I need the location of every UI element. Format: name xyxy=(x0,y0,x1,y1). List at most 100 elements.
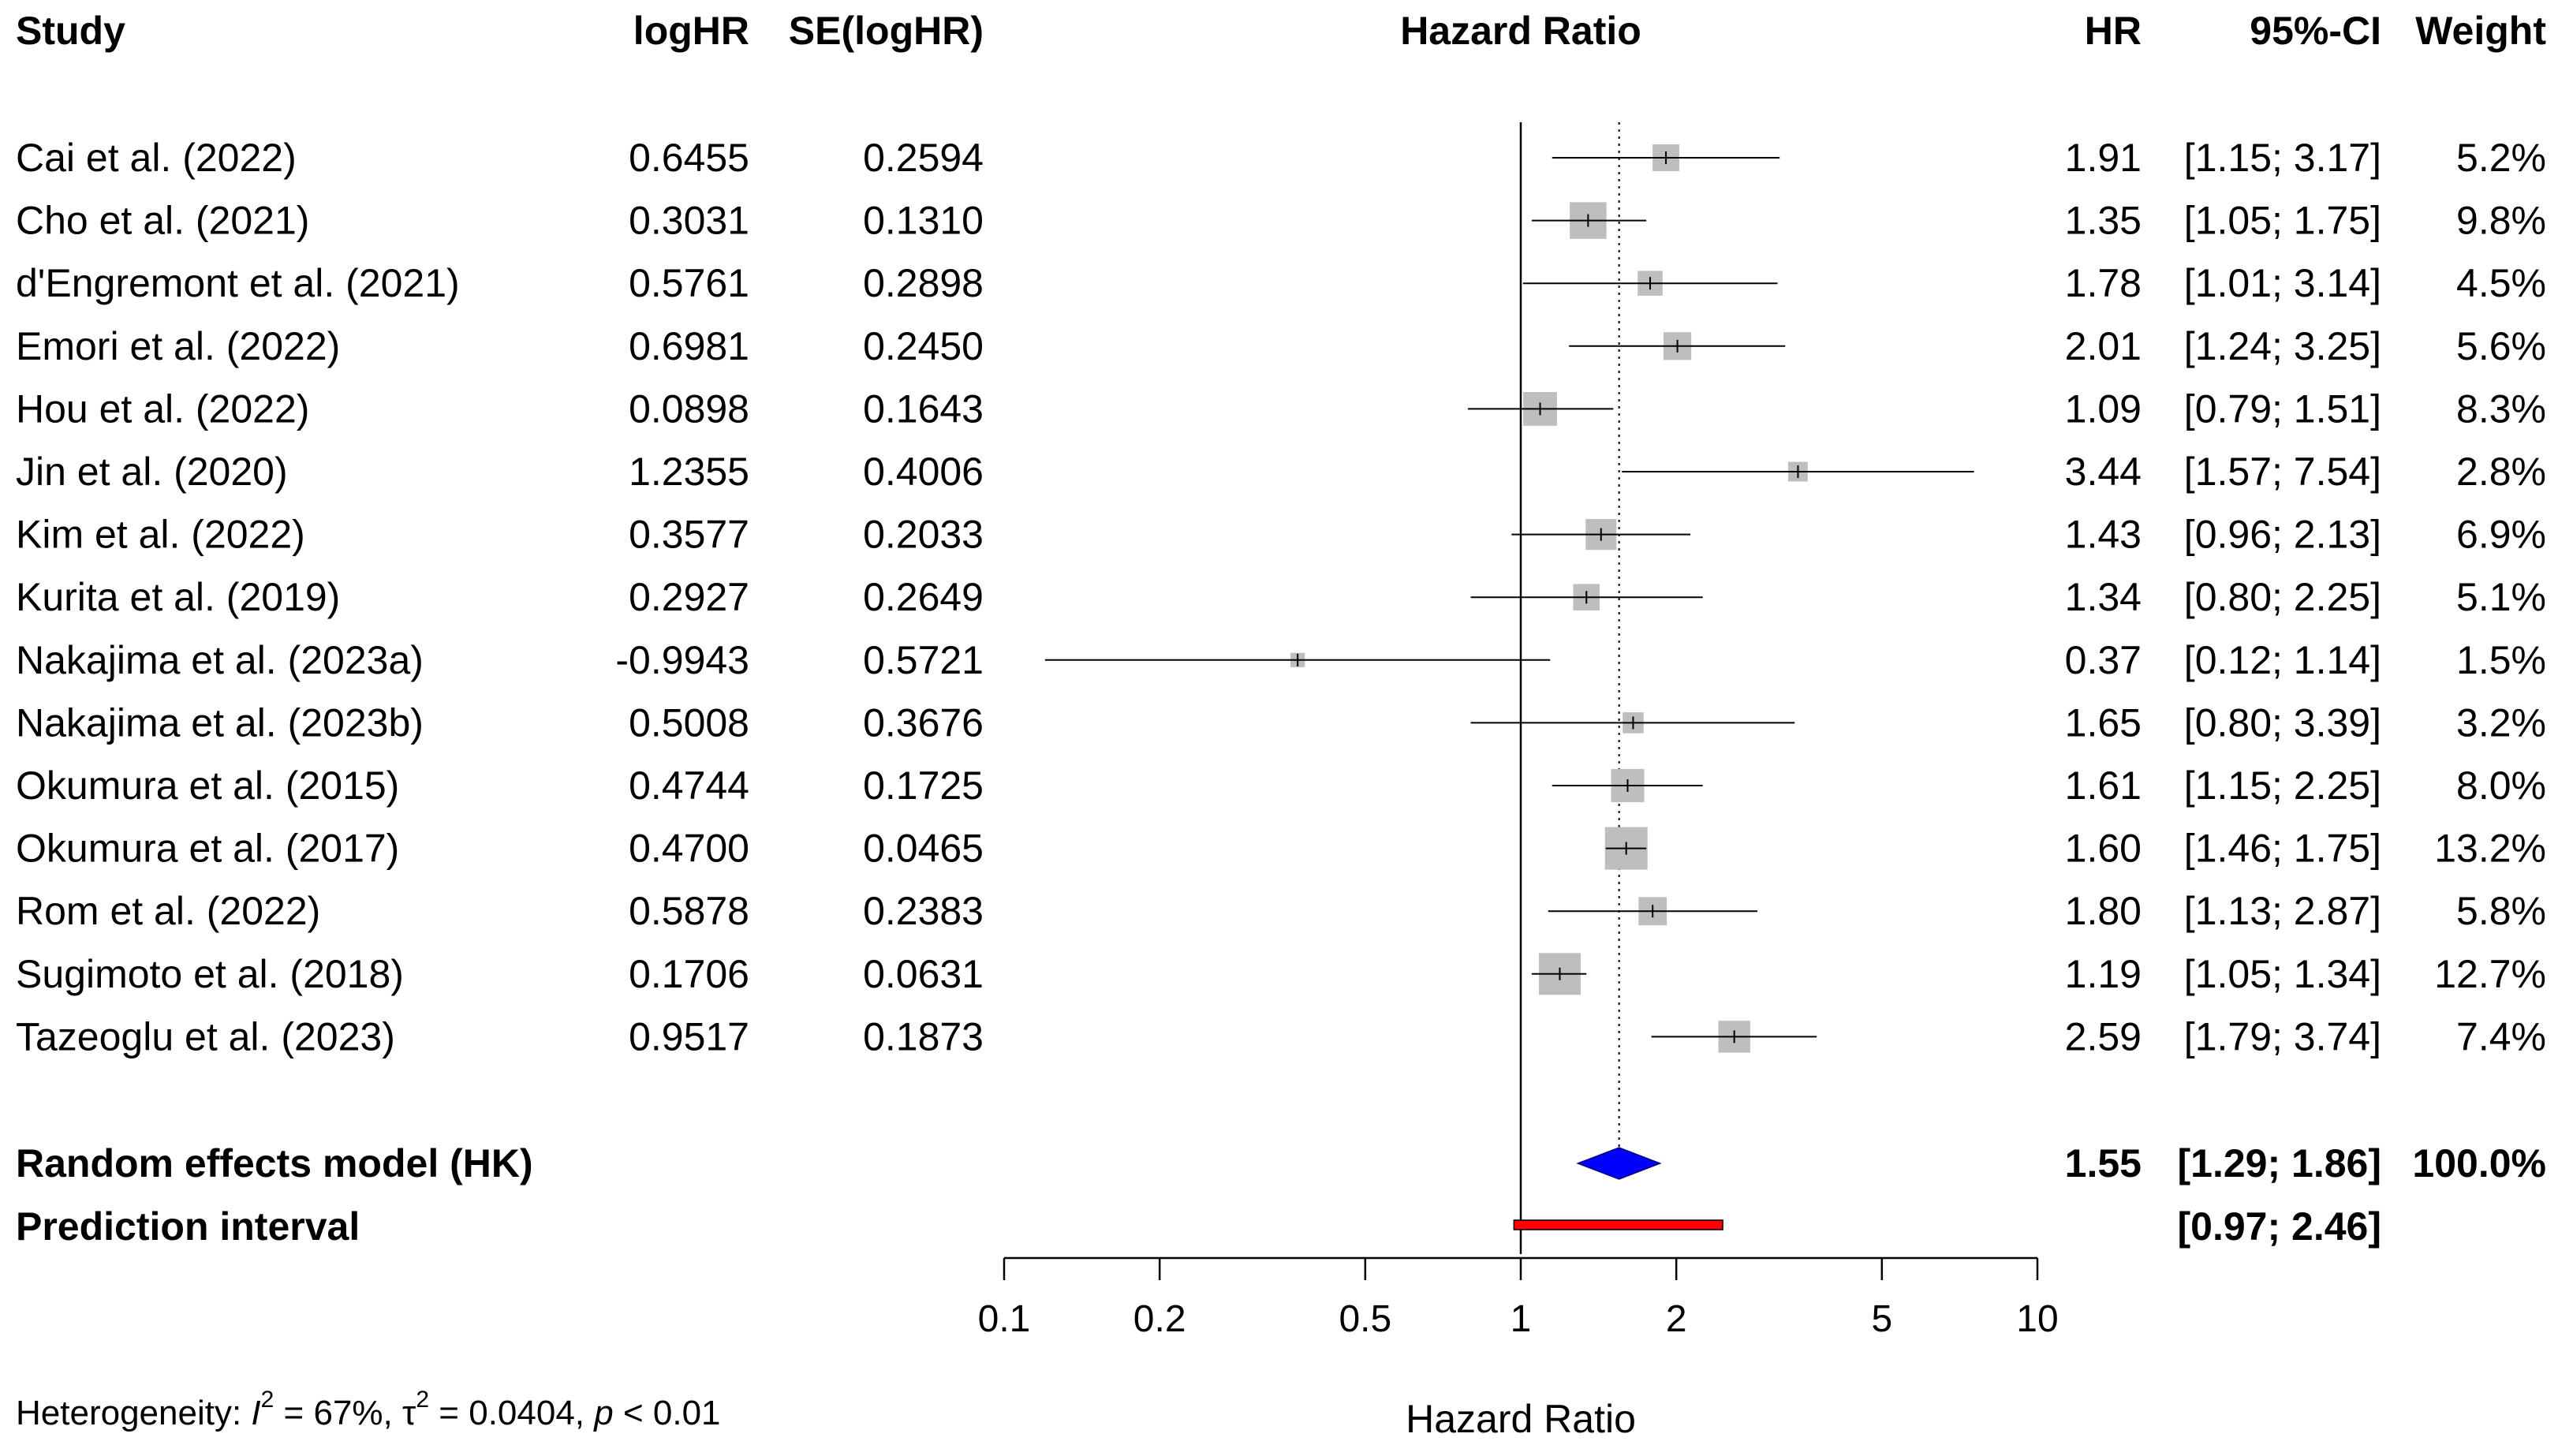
study-hr: 1.19 xyxy=(2065,952,2142,996)
study-name: d'Engremont et al. (2021) xyxy=(16,261,460,305)
study-weight: 13.2% xyxy=(2434,827,2546,871)
study-se: 0.1725 xyxy=(863,763,984,808)
x-axis-tick-label: 1 xyxy=(1511,1298,1532,1340)
study-ci: [1.05; 1.75] xyxy=(2184,199,2381,243)
header-hazard-ratio: Hazard Ratio xyxy=(1400,9,1641,53)
study-se: 0.3676 xyxy=(863,700,984,745)
study-row: Kim et al. (2022) 0.3577 0.2033 1.43 [0.96; … xyxy=(16,513,2546,557)
study-name: Okumura et al. (2015) xyxy=(16,763,399,808)
study-loghr: 0.9517 xyxy=(629,1014,749,1058)
study-weight: 5.8% xyxy=(2456,889,2546,933)
study-row: Jin et al. (2020) 1.2355 0.4006 3.44 [1.57; … xyxy=(16,450,2546,494)
i2-value: = 67%, xyxy=(274,1394,402,1432)
prediction-ci: [0.97; 2.46] xyxy=(2178,1204,2381,1249)
study-name: Jin et al. (2020) xyxy=(16,450,288,494)
study-se: 0.4006 xyxy=(863,450,984,494)
study-ci: [0.12; 1.14] xyxy=(2184,638,2381,682)
study-weight: 5.2% xyxy=(2456,136,2546,180)
study-name: Kim et al. (2022) xyxy=(16,513,305,557)
study-ci: [0.96; 2.13] xyxy=(2184,513,2381,557)
study-loghr: 0.0898 xyxy=(629,386,749,431)
study-name: Cho et al. (2021) xyxy=(16,199,309,243)
study-weight: 7.4% xyxy=(2456,1014,2546,1058)
study-se: 0.1643 xyxy=(863,386,984,431)
tau-symbol: τ xyxy=(402,1394,416,1432)
study-ci: [1.24; 3.25] xyxy=(2184,324,2381,368)
study-name: Hou et al. (2022) xyxy=(16,386,309,431)
study-hr: 0.37 xyxy=(2065,638,2142,682)
study-weight: 9.8% xyxy=(2456,199,2546,243)
summary-weight: 100.0% xyxy=(2412,1141,2546,1185)
summary-row: Random effects model (HK) 1.55 [1.29; 1.… xyxy=(16,1141,2546,1185)
study-ci: [1.13; 2.87] xyxy=(2184,889,2381,933)
study-row: Okumura et al. (2015) 0.4744 0.1725 1.61 [1.… xyxy=(16,763,2546,808)
study-ci: [0.80; 2.25] xyxy=(2184,575,2381,619)
prediction-label: Prediction interval xyxy=(16,1204,360,1249)
study-row: Hou et al. (2022) 0.0898 0.1643 1.09 [0.79; … xyxy=(16,386,2546,431)
study-name: Cai et al. (2022) xyxy=(16,136,297,180)
i2-superscript: 2 xyxy=(261,1387,274,1413)
study-name: Okumura et al. (2017) xyxy=(16,827,399,871)
study-loghr: 0.5761 xyxy=(629,261,749,305)
study-rows: Cai et al. (2022) 0.6455 0.2594 1.91 [1.15; … xyxy=(16,136,2546,1058)
header-ci: 95%-CI xyxy=(2250,9,2381,53)
study-name: Nakajima et al. (2023b) xyxy=(16,700,424,745)
study-se: 0.0465 xyxy=(863,827,984,871)
header-loghr: logHR xyxy=(633,9,749,53)
study-se: 0.2033 xyxy=(863,513,984,557)
study-hr: 1.65 xyxy=(2065,700,2142,745)
study-loghr: 0.6455 xyxy=(629,136,749,180)
header-hr: HR xyxy=(2085,9,2142,53)
study-se: 0.1310 xyxy=(863,199,984,243)
study-weight: 5.1% xyxy=(2456,575,2546,619)
x-axis: 0.1 0.2 0.5 1 2 5 10 xyxy=(978,1256,2059,1340)
x-axis-tick-label: 0.2 xyxy=(1133,1298,1186,1340)
tau-superscript: 2 xyxy=(416,1387,429,1413)
study-loghr: 0.5008 xyxy=(629,700,749,745)
study-hr: 2.01 xyxy=(2065,324,2142,368)
study-row: d'Engremont et al. (2021) 0.5761 0.2898 1.7… xyxy=(16,261,2546,305)
study-hr: 1.61 xyxy=(2065,763,2142,808)
summary-ci: [1.29; 1.86] xyxy=(2178,1141,2381,1185)
study-row: Cho et al. (2021) 0.3031 0.1310 1.35 [1.05; … xyxy=(16,199,2546,243)
study-row: Nakajima et al. (2023b) 0.5008 0.3676 1.65 [… xyxy=(16,700,2546,745)
study-weight: 1.5% xyxy=(2456,638,2546,682)
study-weight: 8.3% xyxy=(2456,386,2546,431)
header-study: Study xyxy=(16,9,125,53)
study-loghr: 0.5878 xyxy=(629,889,749,933)
study-se: 0.2450 xyxy=(863,324,984,368)
study-se: 0.2898 xyxy=(863,261,984,305)
study-weight: 6.9% xyxy=(2456,513,2546,557)
study-se: 0.2383 xyxy=(863,889,984,933)
study-loghr: 0.2927 xyxy=(629,575,749,619)
study-ci: [1.57; 7.54] xyxy=(2184,450,2381,494)
study-loghr: -0.9943 xyxy=(615,638,749,682)
study-name: Nakajima et al. (2023a) xyxy=(16,638,424,682)
i2-symbol: I xyxy=(251,1394,260,1432)
heterogeneity-prefix: Heterogeneity: xyxy=(16,1394,251,1432)
study-row: Sugimoto et al. (2018) 0.1706 0.0631 1.19 [1… xyxy=(16,952,2546,996)
study-hr: 1.78 xyxy=(2065,261,2142,305)
study-loghr: 0.4700 xyxy=(629,827,749,871)
study-row: Kurita et al. (2019) 0.2927 0.2649 1.34 [0.8… xyxy=(16,575,2546,619)
study-hr: 3.44 xyxy=(2065,450,2142,494)
header-weight: Weight xyxy=(2415,9,2546,53)
x-axis-tick-label: 2 xyxy=(1666,1298,1687,1340)
study-weight: 2.8% xyxy=(2456,450,2546,494)
summary-diamond xyxy=(1576,1147,1662,1180)
study-weight: 3.2% xyxy=(2456,700,2546,745)
column-headers: Study logHR SE(logHR) Hazard Ratio HR 95… xyxy=(16,9,2546,53)
study-weight: 8.0% xyxy=(2456,763,2546,808)
study-se: 0.0631 xyxy=(863,952,984,996)
prediction-row: Prediction interval [0.97; 2.46] xyxy=(16,1204,2381,1249)
study-name: Tazeoglu et al. (2023) xyxy=(16,1014,395,1058)
study-se: 0.2649 xyxy=(863,575,984,619)
study-weight: 12.7% xyxy=(2434,952,2546,996)
study-hr: 2.59 xyxy=(2065,1014,2142,1058)
study-name: Rom et al. (2022) xyxy=(16,889,320,933)
x-axis-tick-label: 0.1 xyxy=(978,1298,1031,1340)
study-ci: [0.80; 3.39] xyxy=(2184,700,2381,745)
x-axis-tick-label: 0.5 xyxy=(1339,1298,1391,1340)
x-axis-tick-label: 5 xyxy=(1871,1298,1892,1340)
